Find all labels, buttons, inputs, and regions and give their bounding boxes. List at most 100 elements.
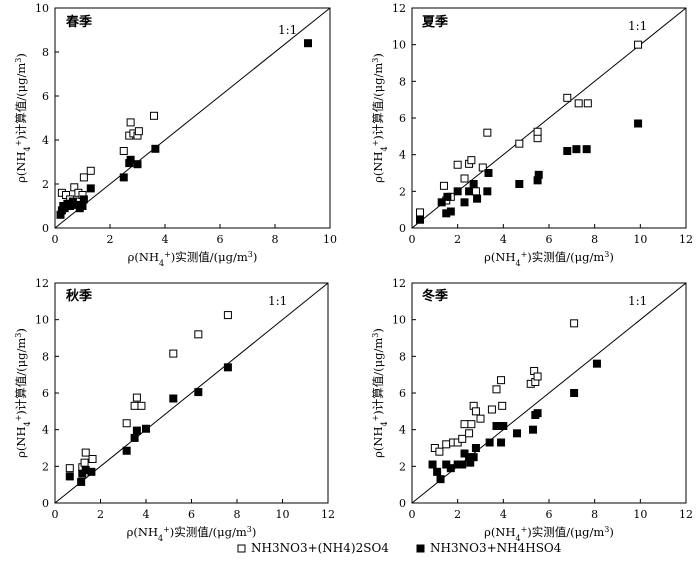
y-tick-label: 2 [42,178,49,191]
filled-data-point [169,394,178,403]
filled-data-point [130,433,139,442]
filled-data-point [473,194,482,203]
filled-data-point [433,467,442,476]
y-axis-label: ρ(NH4+)计算值/(μg/m3) [14,53,32,183]
one-to-one-label: 1:1 [628,294,647,308]
open-data-point [119,147,128,155]
open-data-point [137,401,146,410]
filled-data-point [86,184,95,193]
filled-data-point [572,145,581,154]
y-tick-label: 12 [392,277,406,290]
panel-summer: 0 2 4 6 8 10 12 0 2 4 6 8 10 12 1:1 夏季 ρ(NH4+)实测值/(μg/m3… [371,2,694,268]
open-data-point [487,405,496,414]
one-to-one-label: 1:1 [268,294,287,308]
legend-filled-square-icon [416,544,425,553]
filled-data-point [465,187,474,196]
filled-data-point [87,467,96,476]
open-data-point [134,127,143,136]
spring-title: 春季 [65,14,92,30]
x-tick-label: 12 [679,508,693,521]
filled-data-point [485,438,494,447]
autumn-title: 秋季 [66,288,92,304]
x-tick-label: 10 [323,233,337,246]
y-tick-label: 0 [42,222,49,235]
open-data-point [439,181,448,190]
y-tick-label: 8 [42,350,49,363]
filled-data-point [492,422,501,430]
open-data-point [86,166,95,175]
x-axis-label: ρ(NH4+)实测值/(μg/m3) [484,250,614,268]
legend-label-open: NH3NO3+(NH4)2SO4 [251,541,389,555]
open-data-point [169,349,178,358]
y-tick-label: 6 [399,112,406,125]
x-tick-label: 6 [217,233,224,246]
y-axis-label: ρ(NH4+)计算值/(μg/m3) [371,53,389,183]
y-tick-label: 12 [35,277,49,290]
y-tick-label: 10 [35,2,49,15]
filled-data-point [483,187,492,196]
open-data-point [70,183,79,192]
x-axis-label: ρ(NH4+)实测值/(μg/m3) [484,525,614,543]
y-tick-label: 8 [42,46,49,59]
filled-data-point [497,438,506,447]
open-data-point [458,434,467,443]
open-data-point [460,420,469,429]
filled-data-point [443,192,452,201]
spring-plot-frame [54,7,331,229]
open-data-point [126,118,135,127]
filled-data-point [436,475,445,484]
y-tick-label: 8 [399,75,406,88]
filled-data-point [469,180,478,188]
open-data-point [194,330,203,339]
x-tick-label: 0 [52,508,59,521]
open-data-point [467,156,476,165]
filled-data-point [428,460,437,469]
x-tick-label: 12 [679,233,693,246]
open-data-point [442,440,451,449]
y-tick-label: 6 [42,90,49,103]
x-tick-label: 0 [409,508,416,521]
filled-data-point [446,207,455,216]
open-data-point [132,393,141,402]
filled-data-point [634,119,643,128]
filled-data-point [194,388,203,397]
x-tick-label: 10 [633,233,647,246]
open-data-point [478,163,487,172]
legend-label-filled: NH3NO3+NH4HSO4 [430,541,562,555]
open-data-point [223,311,232,320]
open-data-point [570,319,579,328]
filled-data-point [458,460,467,469]
filled-data-point [471,444,480,452]
panel-autumn: 0 2 4 6 8 10 12 0 2 4 6 8 10 12 1:1 秋季 ρ(NH4+)实测值/(μg/m3… [14,277,336,543]
filled-data-point [446,464,455,473]
open-data-point [79,173,88,182]
one-to-one-label: 1:1 [628,19,647,33]
filled-data-point [582,145,591,154]
x-tick-label: 4 [143,508,150,521]
x-tick-label: 2 [97,508,104,521]
filled-data-point [515,180,524,188]
x-tick-label: 2 [107,233,114,246]
filled-data-point [484,169,493,177]
x-tick-label: 8 [234,508,241,521]
filled-data-point [65,472,74,481]
filled-data-point [151,144,160,153]
filled-data-point [142,424,150,433]
open-data-point [435,447,444,456]
y-tick-label: 12 [392,2,406,15]
y-tick-label: 2 [399,185,406,198]
open-data-point [498,401,507,410]
x-tick-label: 8 [591,233,598,246]
filled-data-point [132,426,141,435]
open-data-point [460,174,469,183]
filled-data-point [499,422,508,430]
open-data-point [634,40,643,49]
x-tick-label: 2 [454,508,461,521]
open-data-point [467,420,476,429]
y-tick-label: 0 [42,497,49,510]
open-data-point [130,401,139,410]
x-tick-label: 2 [454,233,461,246]
open-data-point [471,407,480,416]
filled-data-point [563,147,572,155]
